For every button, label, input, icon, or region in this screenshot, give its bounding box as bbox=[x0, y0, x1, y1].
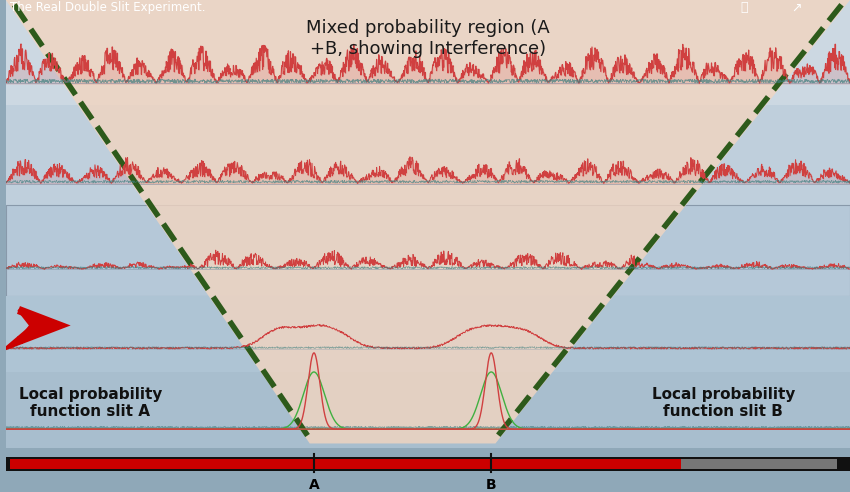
Text: The Real Double Slit Experiment.: The Real Double Slit Experiment. bbox=[10, 1, 206, 14]
Bar bbox=[6, 0, 850, 105]
Bar bbox=[681, 459, 837, 469]
Text: ↗: ↗ bbox=[790, 1, 802, 14]
Bar bbox=[6, 372, 850, 448]
Polygon shape bbox=[19, 310, 59, 341]
Text: A: A bbox=[309, 478, 320, 492]
Text: Local probability
function slit A: Local probability function slit A bbox=[19, 387, 162, 419]
Text: B: B bbox=[486, 478, 496, 492]
Polygon shape bbox=[6, 0, 850, 443]
Bar bbox=[6, 457, 850, 471]
Bar bbox=[6, 105, 850, 205]
Bar bbox=[6, 205, 850, 296]
Bar bbox=[6, 296, 850, 372]
Text: ⏰: ⏰ bbox=[740, 1, 748, 14]
Text: Mixed probability region (A
+B, showing Interference): Mixed probability region (A +B, showing … bbox=[306, 19, 550, 58]
Text: Local probability
function slit B: Local probability function slit B bbox=[652, 387, 795, 419]
Bar bbox=[10, 459, 681, 469]
